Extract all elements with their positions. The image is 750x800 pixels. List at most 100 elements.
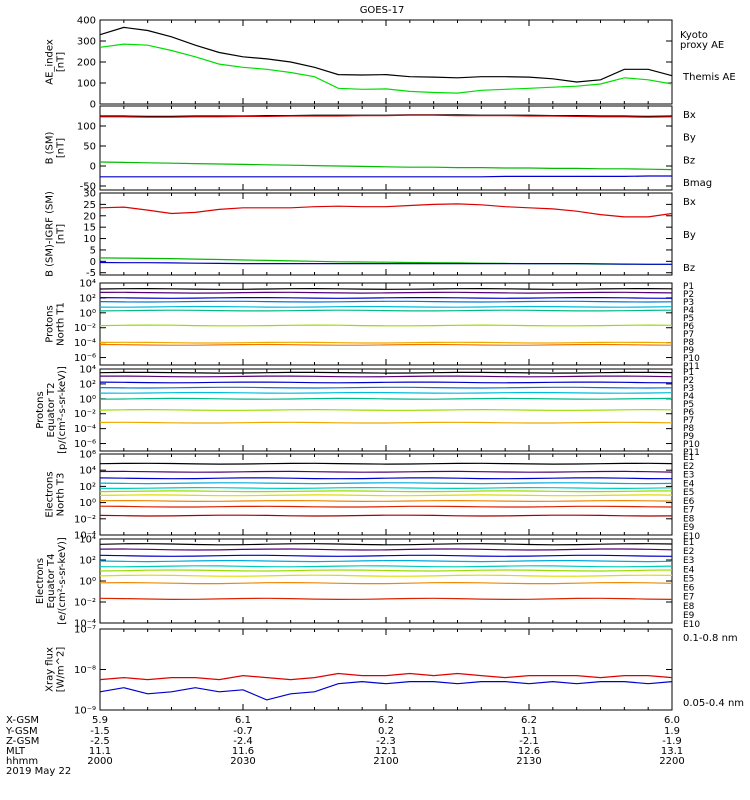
panel-frame xyxy=(99,538,673,624)
flux-channel-7 xyxy=(99,574,673,577)
y-axis-label: Equator T4 xyxy=(46,554,57,609)
legend-p7: P7 xyxy=(683,416,694,426)
legend-p10: P10 xyxy=(683,354,700,364)
legend-by: By xyxy=(683,133,696,144)
series-themis-ae xyxy=(99,26,673,83)
legend-e6: E6 xyxy=(683,497,695,507)
axis-value-x: 6.2 xyxy=(521,715,537,726)
y-axis-label: AE_index xyxy=(45,39,56,85)
y-axis-label: Electrons xyxy=(35,558,46,604)
y-tick-label: 10⁴ xyxy=(79,279,96,290)
flux-channel-4 xyxy=(99,482,673,485)
y-axis-label: [p/(cm²-s-sr-keV)] xyxy=(57,366,68,454)
axis-value-z: -2.1 xyxy=(519,736,539,747)
axis-value-z: -2.5 xyxy=(90,736,110,747)
axis-value-y: -0.7 xyxy=(233,726,253,737)
y-axis-label: North T1 xyxy=(56,302,67,346)
y-axis-label: [W/m^2] xyxy=(56,647,67,693)
y-tick-label: 400 xyxy=(77,16,96,27)
y-tick-label: 10⁻⁸ xyxy=(74,665,96,676)
legend-p5: P5 xyxy=(683,400,694,410)
flux-channel-3 xyxy=(99,297,673,299)
axis-value-mlt: 12.1 xyxy=(375,746,397,757)
legend-e3: E3 xyxy=(683,471,694,481)
flux-channel-1 xyxy=(99,287,673,290)
flux-channel-2 xyxy=(100,375,673,378)
legend-e7: E7 xyxy=(683,593,694,603)
y-tick-label: 10⁻⁹ xyxy=(74,706,96,717)
y-tick-label: 0 xyxy=(90,257,96,268)
axis-value-hhmm: 2200 xyxy=(659,756,684,767)
legend-e1: E1 xyxy=(683,538,694,548)
legend-e8: E8 xyxy=(683,602,695,612)
legend-p9: P9 xyxy=(683,346,694,356)
legend-p2: P2 xyxy=(683,376,694,386)
y-tick-label: 10⁻² xyxy=(74,514,96,525)
y-tick-label: 10² xyxy=(79,482,96,493)
y-tick-label: 0 xyxy=(90,162,96,173)
axis-value-mlt: 11.1 xyxy=(89,746,111,757)
axis-value-x: 6.1 xyxy=(235,715,251,726)
axis-value-y: 1.1 xyxy=(521,726,537,737)
y-tick-label: -5 xyxy=(86,268,96,279)
y-tick-label: 5 xyxy=(90,245,96,256)
flux-channel-3 xyxy=(99,477,673,480)
y-tick-label: 10⁻⁴ xyxy=(74,619,96,630)
y-tick-label: 10⁻² xyxy=(74,323,96,334)
y-tick-label: 100 xyxy=(77,122,96,133)
legend-p7: P7 xyxy=(683,330,694,340)
axis-value-mlt: 11.6 xyxy=(232,746,254,757)
panel-frame xyxy=(99,282,673,366)
flux-channel-8 xyxy=(99,499,673,503)
legend-proxy-ae: proxy AE xyxy=(680,40,724,51)
row-label: hhmm xyxy=(6,756,38,767)
legend-e2: E2 xyxy=(683,462,694,472)
series-bx xyxy=(99,261,672,265)
y-tick-label: 10⁻² xyxy=(74,409,96,420)
flux-channel-6 xyxy=(99,397,673,400)
series-by xyxy=(99,161,673,171)
series-bz xyxy=(100,114,673,118)
legend-p2: P2 xyxy=(683,290,694,300)
row-label: MLT xyxy=(6,746,26,757)
legend-bx: Bx xyxy=(683,110,696,121)
legend-e4: E4 xyxy=(683,565,695,575)
axis-value-z: -1.9 xyxy=(662,736,682,747)
legend-bmag: Bmag xyxy=(683,178,712,189)
series-bz xyxy=(99,203,673,218)
axis-value-x: 5.9 xyxy=(92,715,108,726)
axis-value-x: 6.2 xyxy=(378,715,394,726)
legend-themis-ae: Themis AE xyxy=(682,72,736,83)
legend-p4: P4 xyxy=(683,306,694,316)
y-tick-label: 15 xyxy=(83,223,96,234)
axis-value-z: -2.4 xyxy=(233,736,253,747)
flux-channel-6 xyxy=(99,490,673,493)
panel-bsm: -50 0 50 100 B (SM) [nT] Bx By Bz Bmag xyxy=(45,105,712,193)
y-tick-label: 30 xyxy=(83,189,96,200)
y-tick-label: 10⁶ xyxy=(79,450,96,461)
legend-p11: P11 xyxy=(683,362,700,372)
legend-e8: E8 xyxy=(683,514,695,524)
legend-bx: Bx xyxy=(683,197,696,208)
y-tick-label: 300 xyxy=(77,37,96,48)
flux-channel-5 xyxy=(99,565,673,568)
y-axis-label: B (SM) xyxy=(45,131,56,164)
axis-value-hhmm: 2100 xyxy=(373,756,398,767)
flux-channel-2 xyxy=(99,470,673,473)
y-tick-label: 10⁻² xyxy=(74,598,96,609)
figure-title: GOES-17 xyxy=(360,5,405,16)
axis-value-mlt: 13.1 xyxy=(661,746,683,757)
y-tick-label: 100 xyxy=(77,79,96,90)
y-tick-label: 200 xyxy=(77,58,96,69)
legend-p8: P8 xyxy=(683,424,694,434)
series-kyoto-proxy-ae xyxy=(99,43,673,94)
legend-e10: E10 xyxy=(683,532,700,542)
y-tick-label: -50 xyxy=(80,182,96,193)
row-label: Z-GSM xyxy=(6,736,39,747)
y-axis-label: [e/(cm²-s-sr-keV)] xyxy=(57,537,68,625)
flux-channel-7 xyxy=(99,494,673,497)
